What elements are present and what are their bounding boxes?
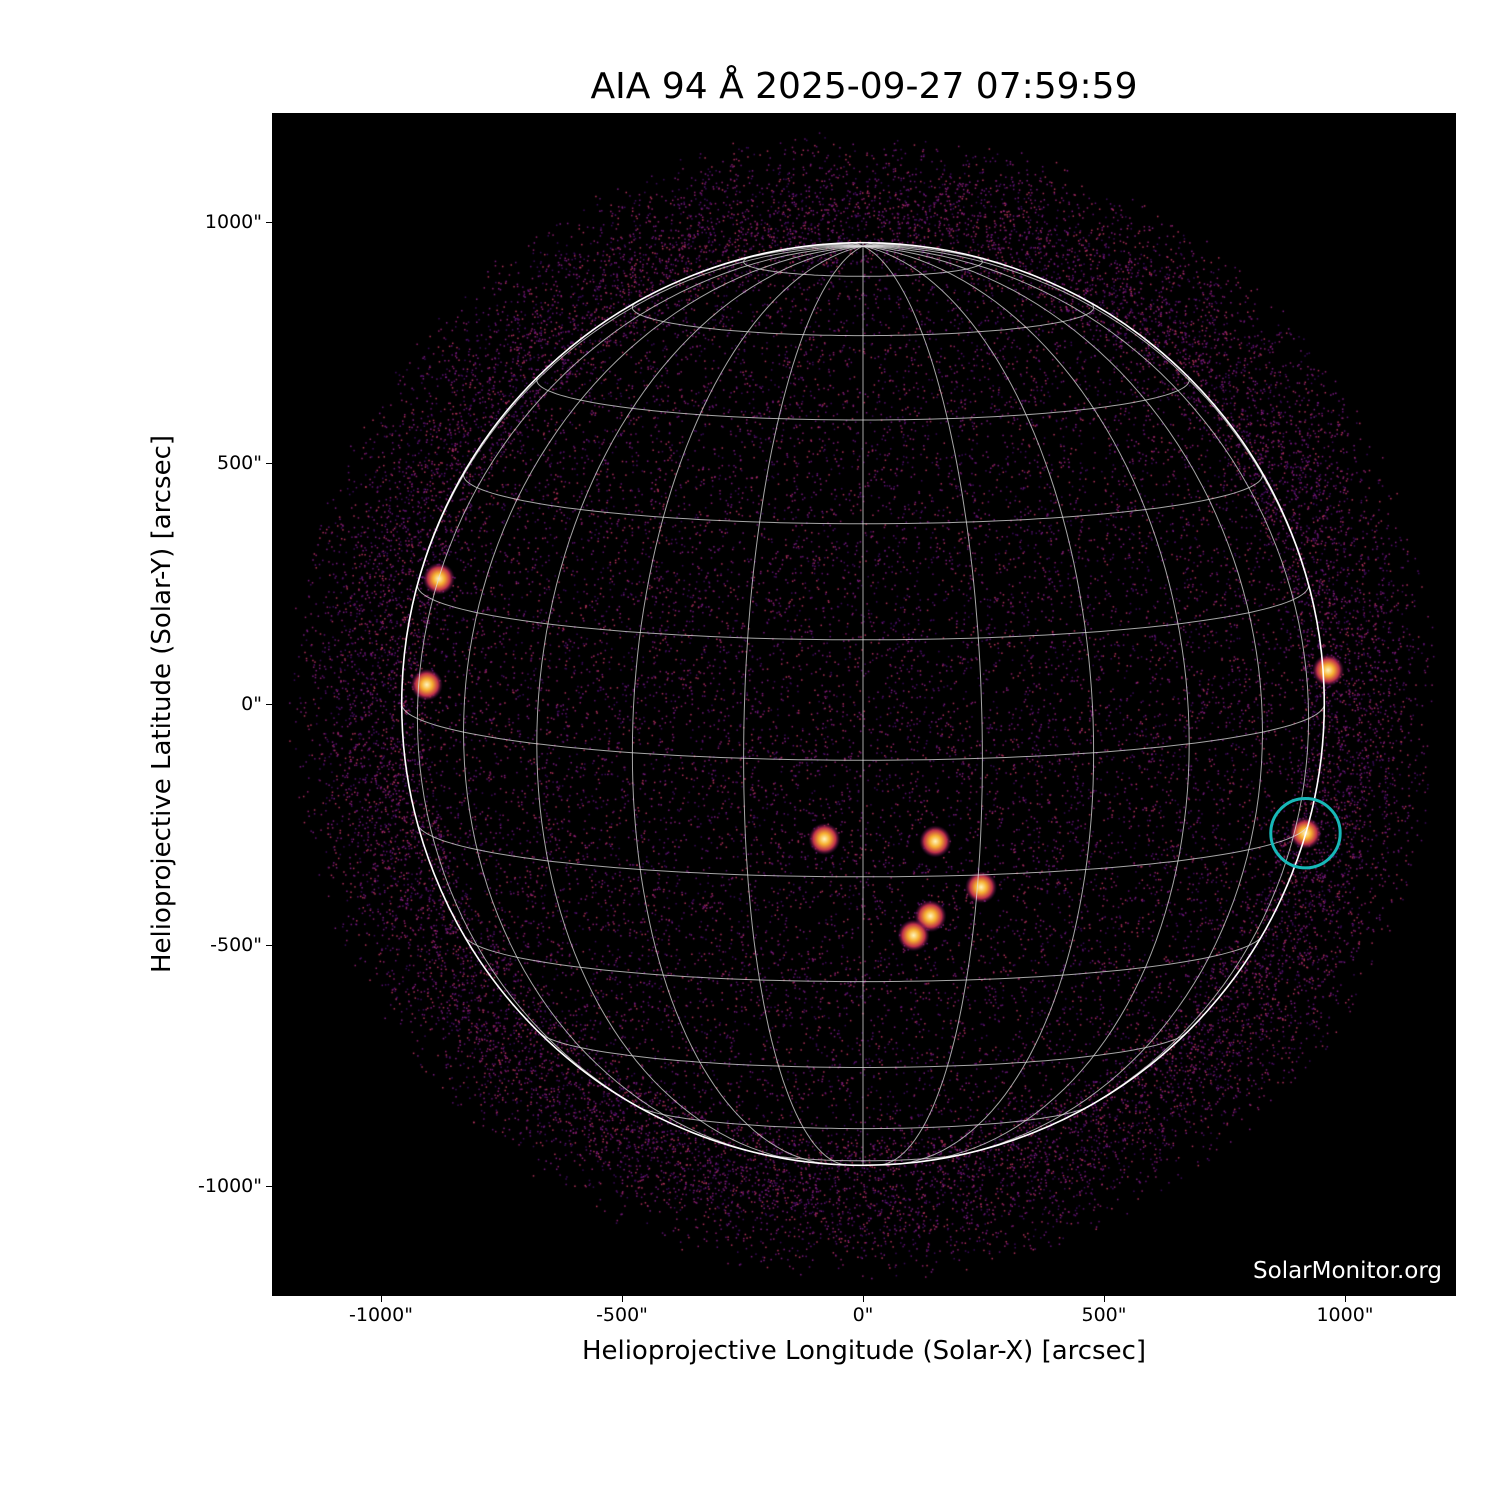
solar-image: [272, 113, 1456, 1296]
y-tick-mark: [266, 945, 272, 946]
y-tick-label: 500": [216, 452, 262, 474]
longitude-line: [862, 245, 1325, 705]
x-tick-label: 0": [852, 1304, 874, 1326]
solar-limb: [400, 241, 1326, 1167]
x-tick-mark: [1104, 1296, 1105, 1302]
highlight-circle: [1269, 796, 1342, 870]
solar-image-axes: SolarMonitor.org: [272, 113, 1456, 1296]
y-tick-mark: [266, 222, 272, 223]
longitude-line: [462, 245, 864, 1156]
y-tick-mark: [266, 1186, 272, 1187]
x-tick-mark: [1345, 1296, 1346, 1302]
longitude-line: [862, 245, 1190, 1163]
longitude-line: [631, 245, 864, 1164]
y-tick-label: 1000": [204, 211, 262, 233]
y-tick-label: -1000": [198, 1175, 262, 1197]
x-tick-mark: [381, 1296, 382, 1302]
longitude-line: [862, 245, 1095, 1164]
y-tick-mark: [266, 704, 272, 705]
x-tick-label: 500": [1081, 1304, 1127, 1326]
longitude-line: [416, 245, 864, 1123]
x-tick-mark: [622, 1296, 623, 1302]
x-axis-label: Helioprojective Longitude (Solar-X) [arc…: [581, 1336, 1147, 1366]
x-tick-mark: [863, 1296, 864, 1302]
y-tick-mark: [266, 463, 272, 464]
x-tick-label: 1000": [1316, 1304, 1374, 1326]
watermark: SolarMonitor.org: [1253, 1258, 1442, 1284]
x-tick-label: -1000": [349, 1304, 413, 1326]
y-tick-label: 0": [241, 693, 262, 715]
longitude-line: [743, 245, 864, 1166]
longitude-line: [862, 245, 1264, 1156]
plot-title: AIA 94 Å 2025-09-27 07:59:59: [590, 66, 1138, 107]
coordinate-grid: [400, 241, 1342, 1167]
y-tick-label: -500": [210, 934, 262, 956]
y-axis-label: Helioprojective Latitude (Solar-Y) [arcs…: [147, 434, 177, 974]
x-tick-label: -500": [596, 1304, 648, 1326]
longitude-line: [862, 245, 983, 1166]
longitude-line: [862, 245, 1310, 1123]
longitude-line: [536, 245, 864, 1163]
longitude-line: [401, 245, 864, 705]
